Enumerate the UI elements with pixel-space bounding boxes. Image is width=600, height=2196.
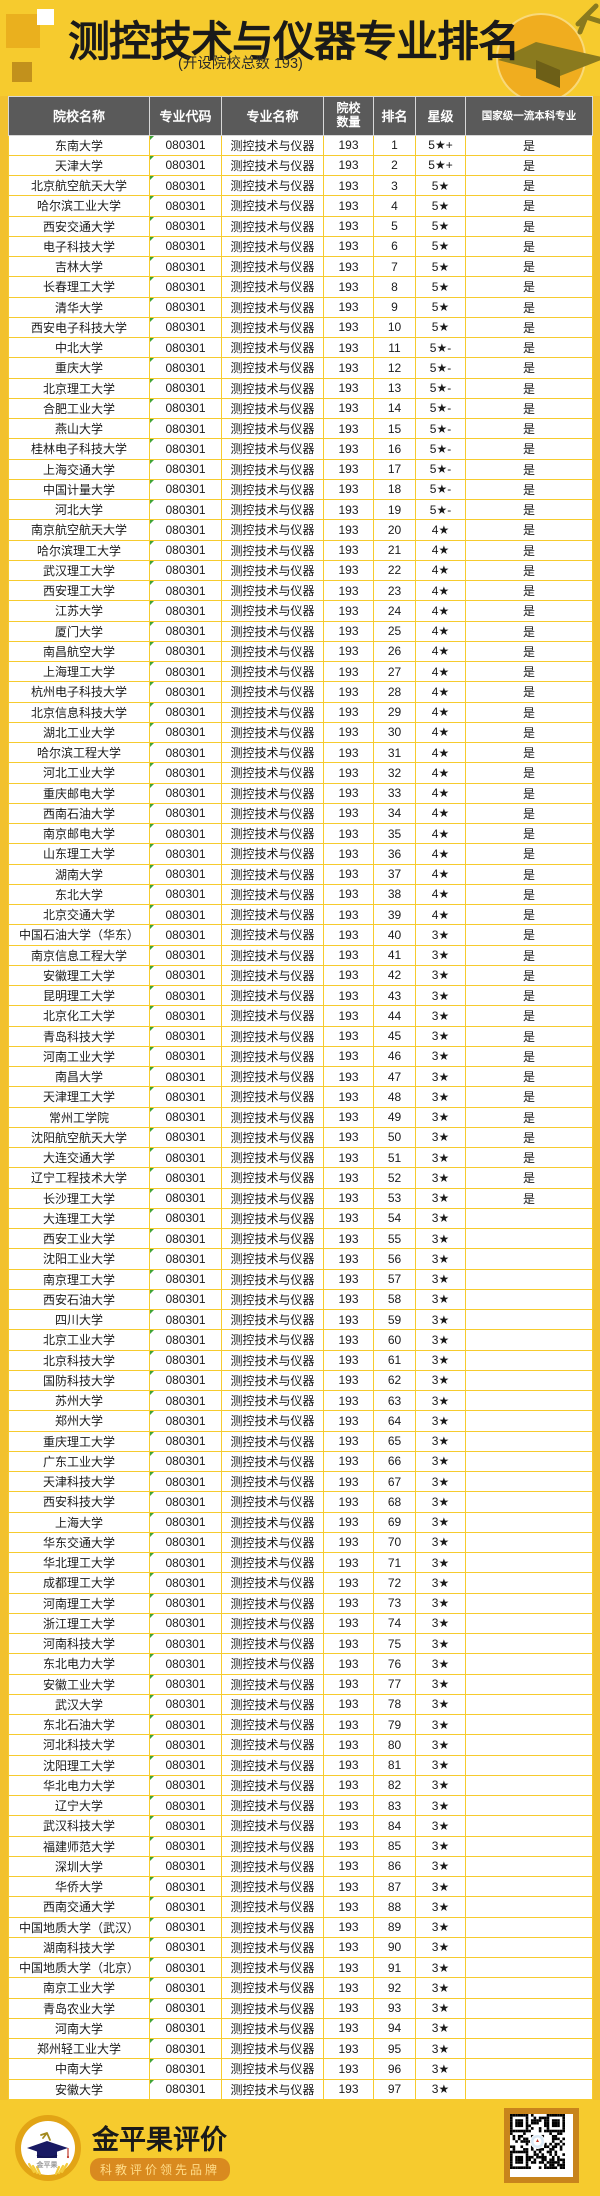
- svg-text:金平果: 金平果: [36, 2160, 58, 2169]
